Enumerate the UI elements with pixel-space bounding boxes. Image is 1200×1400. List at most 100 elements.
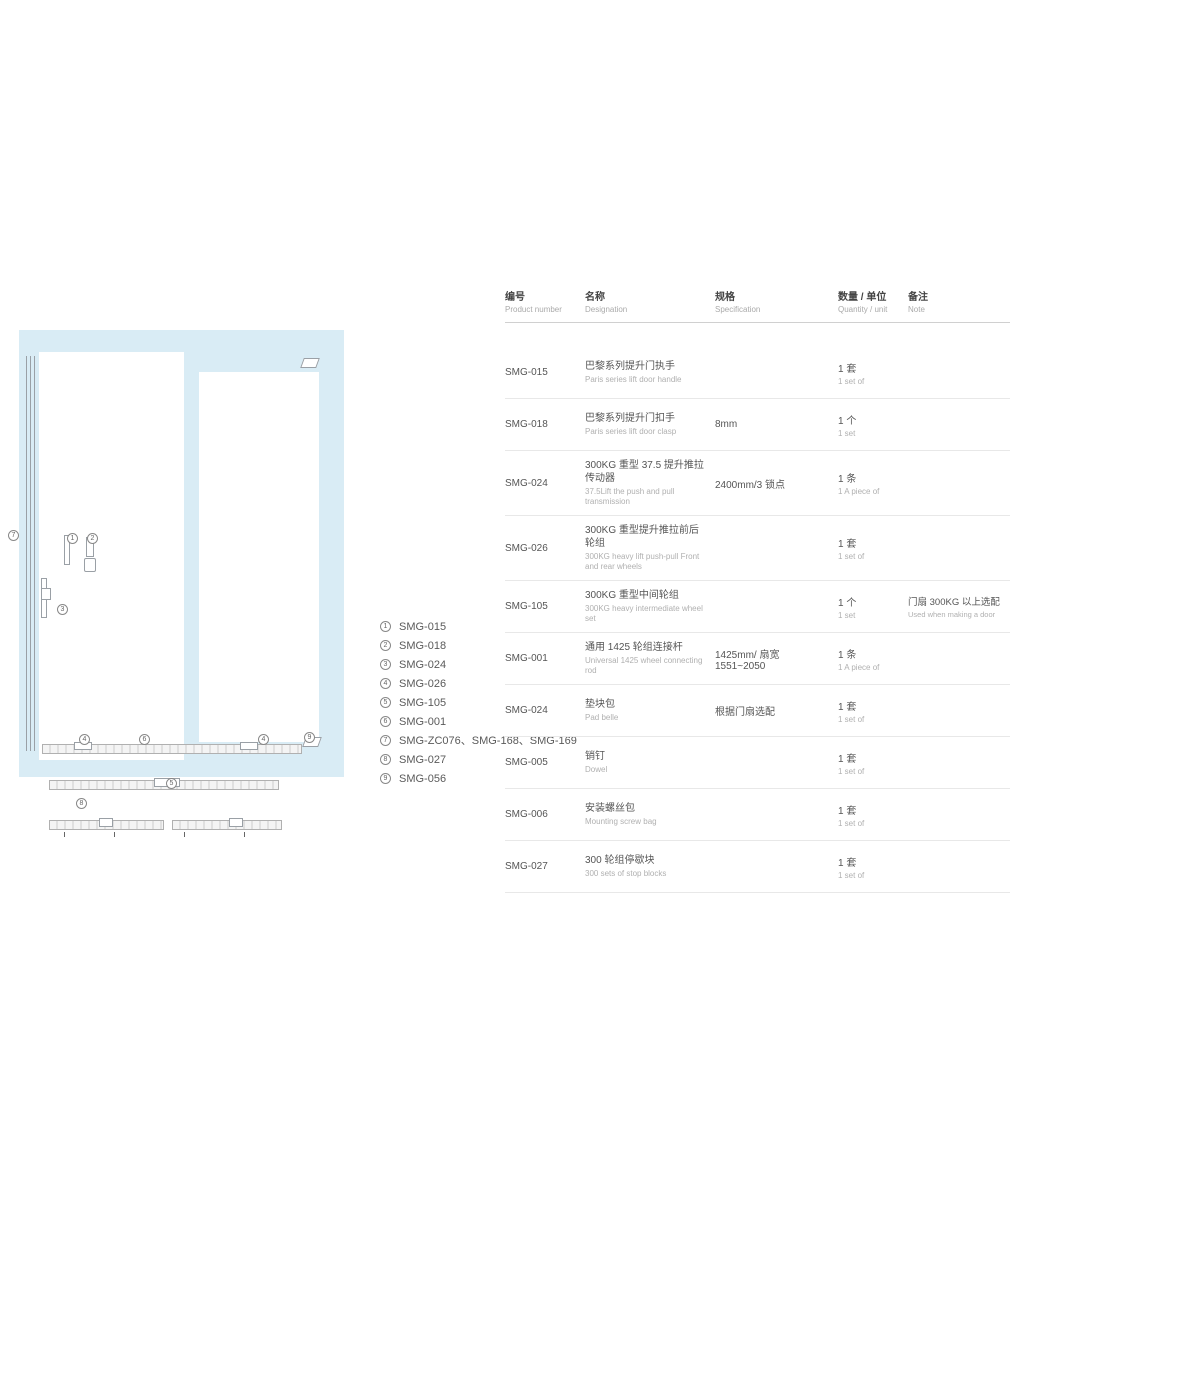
table-row: SMG-015 巴黎系列提升门执手 Paris series lift door h…: [505, 347, 1010, 399]
callout-circle: 8: [76, 798, 87, 809]
cell-code: SMG-105: [505, 601, 577, 612]
cell-name-cn: 300KG 重型提升推拉前后轮组: [585, 524, 707, 550]
cell-qty-cn: 1 套: [838, 802, 900, 817]
cell-qty-en: 1 A piece of: [838, 487, 900, 496]
th-spec-cn: 规格: [715, 288, 830, 303]
stop-block-track-b: [172, 820, 282, 830]
legend-label: SMG-015: [399, 620, 446, 634]
legend-label: SMG-018: [399, 639, 446, 653]
cell-name-cn: 巴黎系列提升门扣手: [585, 412, 707, 425]
legend-number-circle: 8: [380, 754, 391, 765]
legend-number-circle: 6: [380, 716, 391, 727]
cell-code: SMG-024: [505, 705, 577, 716]
cell-note-en: Used when making a door: [908, 610, 1000, 619]
callout-circle: 4: [258, 734, 269, 745]
diagram-callout: 4: [79, 728, 90, 746]
cell-qty-en: 1 set of: [838, 819, 900, 828]
callout-circle: 1: [67, 533, 78, 544]
legend-number-circle: 3: [380, 659, 391, 670]
legend-label: SMG-027: [399, 753, 446, 767]
legend-number-circle: 9: [380, 773, 391, 784]
th-note-cn: 备注: [908, 288, 1000, 303]
fixed-glass: [199, 372, 319, 742]
cell-name-cn: 巴黎系列提升门执手: [585, 360, 707, 373]
callout-circle: 4: [79, 734, 90, 745]
dim-tick: [244, 832, 245, 837]
cell-qty-cn: 1 个: [838, 412, 900, 427]
callout-circle: 9: [304, 732, 315, 743]
cell-code: SMG-024: [505, 478, 577, 489]
table-header-row: 编号 Product number 名称 Designation 规格 Spec…: [505, 288, 1010, 323]
cell-note-cn: 门扇 300KG 以上选配: [908, 594, 1000, 608]
cell-qty-en: 1 A piece of: [838, 663, 900, 672]
dim-tick: [184, 832, 185, 837]
cell-name-en: 300KG heavy intermediate wheel set: [585, 604, 707, 624]
cell-name-en: Mounting screw bag: [585, 817, 707, 827]
diagram-callout: 3: [57, 598, 68, 616]
cell-name-en: 37.5Lift the push and pull transmission: [585, 487, 707, 507]
legend-label: SMG-001: [399, 715, 446, 729]
legend-label: SMG-056: [399, 772, 446, 786]
cell-code: SMG-006: [505, 809, 577, 820]
diagram-callout: 6: [139, 728, 150, 746]
profile-line: [30, 356, 31, 751]
th-spec-en: Specification: [715, 305, 830, 314]
cell-name-en: Universal 1425 wheel connecting rod: [585, 656, 707, 676]
cell-qty-cn: 1 套: [838, 854, 900, 869]
cell-qty-en: 1 set of: [838, 377, 900, 386]
legend-label: SMG-024: [399, 658, 446, 672]
table-row: SMG-006 安装螺丝包 Mounting screw bag 1 套 1 set o…: [505, 789, 1010, 841]
cell-qty-en: 1 set: [838, 611, 900, 620]
cell-qty-cn: 1 套: [838, 360, 900, 375]
cell-spec: 8mm: [715, 419, 830, 430]
cell-name-cn: 垫块包: [585, 698, 707, 711]
table-row: SMG-018巴黎系列提升门扣手Paris series lift door c…: [505, 399, 1010, 451]
cell-qty-cn: 1 套: [838, 698, 900, 713]
cell-name-cn: 销钉: [585, 750, 707, 763]
legend-label: SMG-105: [399, 696, 446, 710]
callout-circle: 7: [8, 530, 19, 541]
cell-spec: 2400mm/3 锁点: [715, 476, 830, 491]
cell-name-en: Pad belle: [585, 713, 707, 723]
cell-code: SMG-001: [505, 653, 577, 664]
cell-qty-en: 1 set of: [838, 871, 900, 880]
cell-qty-cn: 1 条: [838, 646, 900, 661]
diagram-callout: 5: [166, 772, 177, 790]
cell-code: SMG-005: [505, 757, 577, 768]
legend-number-circle: 1: [380, 621, 391, 632]
table-row: SMG-024 垫块包 Pad belle 根据门扇选配 1 套 1 set of: [505, 685, 1010, 737]
cell-spec: 1425mm/ 扇宽 1551~2050: [715, 646, 830, 672]
cell-qty-en: 1 set of: [838, 715, 900, 724]
table-row: SMG-005销钉Dowel1 套1 set of: [505, 737, 1010, 789]
th-name-cn: 名称: [585, 288, 707, 303]
cell-qty-cn: 1 个: [838, 594, 900, 609]
legend-number-circle: 7: [380, 735, 391, 746]
cell-name-cn: 300KG 重型 37.5 提升推拉传动器: [585, 459, 707, 485]
cell-name-en: Paris series lift door handle: [585, 375, 707, 385]
table-row: SMG-105300KG 重型中间轮组300KG heavy intermedi…: [505, 581, 1010, 633]
stop-block-b: [229, 818, 243, 827]
wheel-4b: [240, 742, 258, 750]
cell-code: SMG-015: [505, 367, 577, 378]
cell-code: SMG-018: [505, 419, 577, 430]
cell-name-cn: 300 轮组停歇块: [585, 854, 707, 867]
callout-circle: 5: [166, 778, 177, 789]
table-row: SMG-024 300KG 重型 37.5 提升推拉传动器37.5Lift the…: [505, 451, 1010, 516]
cell-spec: 根据门扇选配: [715, 703, 830, 718]
cell-name-en: 300KG heavy lift push-pull Front and rea…: [585, 552, 707, 572]
callout-circle: 3: [57, 604, 68, 615]
diagram-callout: 2: [87, 527, 98, 545]
cell-qty-cn: 1 条: [838, 470, 900, 485]
cell-name-cn: 安装螺丝包: [585, 802, 707, 815]
th-qty-en: Quantity / unit: [838, 305, 900, 314]
diagram-callout: 1: [67, 527, 78, 545]
diagram-callout: 9: [304, 726, 315, 744]
th-note-en: Note: [908, 305, 1000, 314]
legend-number-circle: 4: [380, 678, 391, 689]
cell-qty-cn: 1 套: [838, 535, 900, 550]
diagram-callout: 4: [258, 728, 269, 746]
table-row: SMG-001通用 1425 轮组连接杆Universal 1425 wheel…: [505, 633, 1010, 685]
diagram-callout: 7: [8, 524, 19, 542]
profile-line: [34, 356, 35, 751]
lock-gear: [41, 588, 51, 600]
